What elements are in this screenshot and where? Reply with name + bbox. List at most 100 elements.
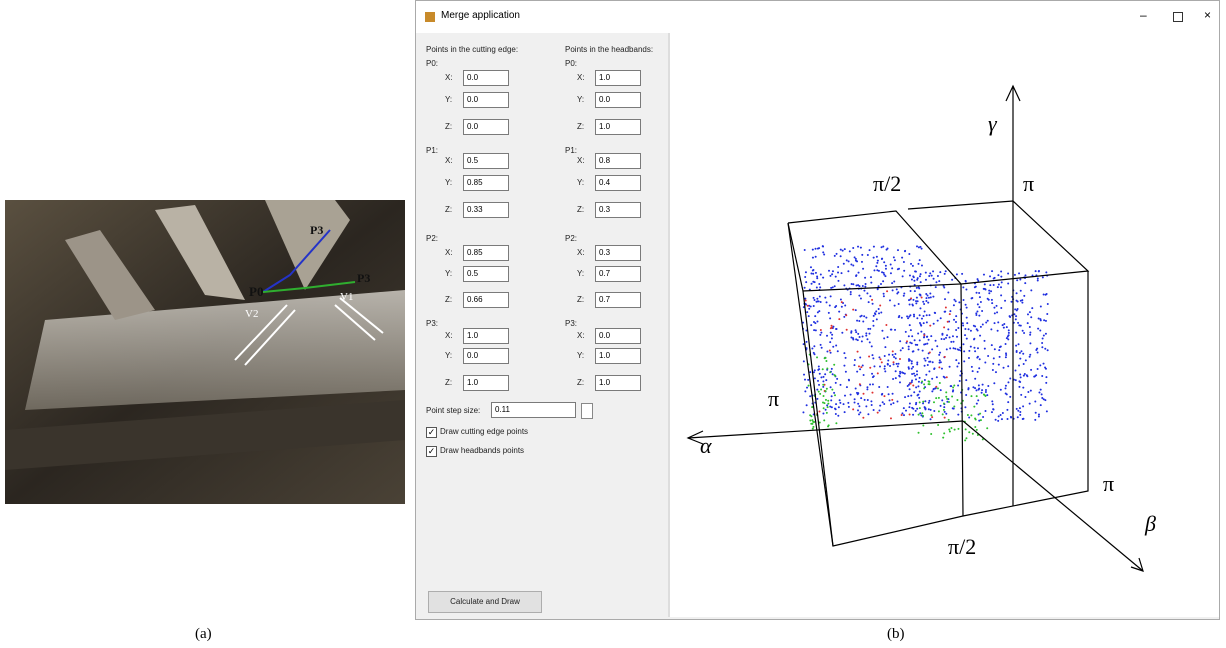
coord-label: X:	[445, 248, 453, 257]
coord-input[interactable]: 0.7	[595, 266, 641, 282]
coord-input[interactable]: 0.0	[595, 92, 641, 108]
plot-point	[841, 301, 843, 303]
plot-point	[937, 387, 939, 389]
coord-input[interactable]: 1.0	[463, 375, 509, 391]
plot-point	[940, 405, 942, 407]
photo-label: P0	[249, 284, 263, 299]
plot-point	[877, 372, 879, 374]
plot-point	[931, 390, 933, 392]
plot-point	[907, 317, 909, 319]
plot-point	[1038, 414, 1040, 416]
plot-point	[943, 376, 945, 378]
plot-point	[937, 424, 939, 426]
photo: P0 P3 P3 V2 V1	[5, 200, 405, 504]
plot-point	[846, 386, 848, 388]
plot-point	[865, 332, 867, 334]
plot-point	[830, 295, 832, 297]
coord-input[interactable]: 0.0	[595, 328, 641, 344]
coord-input[interactable]: 0.33	[463, 202, 509, 218]
plot-point	[820, 301, 822, 303]
plot-point	[812, 421, 814, 423]
coord-input[interactable]: 0.0	[463, 92, 509, 108]
plot-point	[916, 374, 918, 376]
plot-point	[924, 365, 926, 367]
plot-point	[950, 427, 952, 429]
plot-point	[851, 283, 853, 285]
plot-point	[819, 286, 821, 288]
plot-point	[1005, 385, 1007, 387]
coord-input[interactable]: 0.3	[595, 202, 641, 218]
checkbox[interactable]: ✓	[426, 427, 437, 438]
plot-point	[1000, 345, 1002, 347]
plot-point	[854, 256, 856, 258]
minimize-button[interactable]: –	[1140, 8, 1147, 22]
maximize-button[interactable]	[1173, 12, 1183, 22]
plot-point	[900, 349, 902, 351]
coord-input[interactable]: 0.85	[463, 175, 509, 191]
plot-point	[922, 401, 924, 403]
plot-point	[915, 300, 917, 302]
coord-input[interactable]: 1.0	[595, 348, 641, 364]
coord-input[interactable]: 0.0	[463, 70, 509, 86]
plot-point	[834, 255, 836, 257]
coord-input[interactable]: 0.4	[595, 175, 641, 191]
plot-point	[918, 414, 920, 416]
plot-point	[855, 338, 857, 340]
column-heading: Points in the cutting edge:	[426, 45, 518, 54]
coord-input[interactable]: 0.8	[595, 153, 641, 169]
coord-input[interactable]: 0.66	[463, 292, 509, 308]
coord-input[interactable]: 1.0	[463, 328, 509, 344]
plot-point	[944, 411, 946, 413]
plot-point	[869, 249, 871, 251]
plot-point	[1044, 366, 1046, 368]
plot-point	[929, 361, 931, 363]
coord-input[interactable]: 0.7	[595, 292, 641, 308]
coord-input[interactable]: 0.5	[463, 153, 509, 169]
plot-point	[918, 432, 920, 434]
plot-point	[962, 286, 964, 288]
plot-point	[809, 395, 811, 397]
plot-point	[943, 406, 945, 408]
plot-point	[808, 315, 810, 317]
calculate-button[interactable]: Calculate and Draw	[428, 591, 542, 613]
coord-input[interactable]: 0.0	[463, 119, 509, 135]
coord-input[interactable]: 0.5	[463, 266, 509, 282]
plot-point	[930, 296, 932, 298]
plot-point	[837, 272, 839, 274]
plot-point	[936, 376, 938, 378]
step-input[interactable]: 0.11	[491, 402, 576, 418]
plot-point	[1000, 307, 1002, 309]
plot-point	[1045, 382, 1047, 384]
plot-point	[837, 280, 839, 282]
plot-point	[986, 394, 988, 396]
coord-input[interactable]: 1.0	[595, 119, 641, 135]
plot-point	[855, 331, 857, 333]
plot-point	[938, 410, 940, 412]
plot-point	[999, 356, 1001, 358]
plot-point	[830, 352, 832, 354]
coord-input[interactable]: 0.85	[463, 245, 509, 261]
plot-point	[927, 364, 929, 366]
plot-point	[862, 285, 864, 287]
axis-label: γ	[988, 111, 998, 136]
coord-input[interactable]: 0.3	[595, 245, 641, 261]
caption: (a)	[195, 626, 212, 643]
plot-point	[867, 399, 869, 401]
coord-label: Y:	[577, 269, 584, 278]
plot-point	[987, 355, 989, 357]
plot-point	[933, 410, 935, 412]
plot-point	[1018, 324, 1020, 326]
plot-point	[862, 320, 864, 322]
close-button[interactable]: ×	[1204, 8, 1211, 22]
plot-point	[919, 307, 921, 309]
plot-point	[903, 270, 905, 272]
plot-point	[1019, 278, 1021, 280]
plot-point	[929, 352, 931, 354]
plot-point	[893, 256, 895, 258]
coord-input[interactable]: 0.0	[463, 348, 509, 364]
coord-input[interactable]: 1.0	[595, 375, 641, 391]
plot-point	[842, 250, 844, 252]
coord-input[interactable]: 1.0	[595, 70, 641, 86]
checkbox[interactable]: ✓	[426, 446, 437, 457]
spinner[interactable]	[581, 403, 593, 419]
